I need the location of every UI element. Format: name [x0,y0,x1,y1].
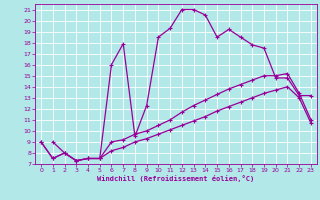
X-axis label: Windchill (Refroidissement éolien,°C): Windchill (Refroidissement éolien,°C) [97,175,255,182]
